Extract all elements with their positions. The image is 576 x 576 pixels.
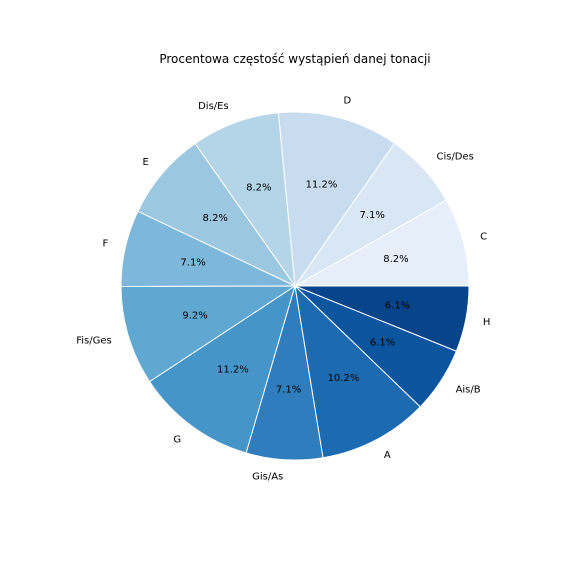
- slice-label-ais-b: Ais/B: [456, 385, 481, 396]
- pie-slice-e: [137, 143, 296, 287]
- slice-percent-cis-des: 7.1%: [359, 210, 384, 221]
- pie-slice-g: [149, 285, 296, 454]
- slice-percent-a: 10.2%: [328, 373, 360, 384]
- slice-percent-f: 7.1%: [180, 258, 205, 269]
- slice-label-fis-ges: Fis/Ges: [76, 336, 112, 347]
- slice-label-cis-des: Cis/Des: [436, 152, 473, 163]
- pie-slice-c: [294, 199, 470, 287]
- slice-percent-gis-as: 7.1%: [276, 385, 301, 396]
- slice-label-a: A: [384, 450, 391, 461]
- pie-slices: [120, 111, 470, 461]
- slice-label-g: G: [173, 434, 181, 445]
- slice-label-f: F: [102, 239, 108, 250]
- pie-slice-a: [294, 285, 421, 459]
- slice-label-dis-es: Dis/Es: [198, 101, 229, 112]
- slice-label-e: E: [142, 157, 148, 168]
- pie-slice-h: [294, 285, 470, 352]
- pie-slice-dis-es: [194, 112, 296, 287]
- slice-percent-c: 8.2%: [383, 254, 408, 265]
- chart-title: Procentowa częstość wystąpień danej tona…: [159, 52, 430, 66]
- slice-percent-ais-b: 6.1%: [370, 337, 395, 348]
- slice-percent-g: 11.2%: [217, 364, 249, 375]
- slice-label-c: C: [480, 232, 487, 243]
- slice-percent-fis-ges: 9.2%: [182, 311, 207, 322]
- slice-percent-dis-es: 8.2%: [246, 183, 271, 194]
- slice-label-h: H: [483, 317, 491, 328]
- pie-labels: C 8.2% Cis/Des 7.1% D 11.2% Dis/Es 8.2% E 8.2% F 7.…: [76, 95, 490, 482]
- pie-slice-d: [277, 111, 395, 287]
- slice-percent-e: 8.2%: [203, 213, 228, 224]
- slice-percent-d: 11.2%: [306, 180, 338, 191]
- pie-slice-fis-ges: [120, 285, 296, 383]
- slice-label-gis-as: Gis/As: [252, 472, 283, 483]
- slice-percent-h: 6.1%: [385, 300, 410, 311]
- slice-label-d: D: [344, 95, 352, 106]
